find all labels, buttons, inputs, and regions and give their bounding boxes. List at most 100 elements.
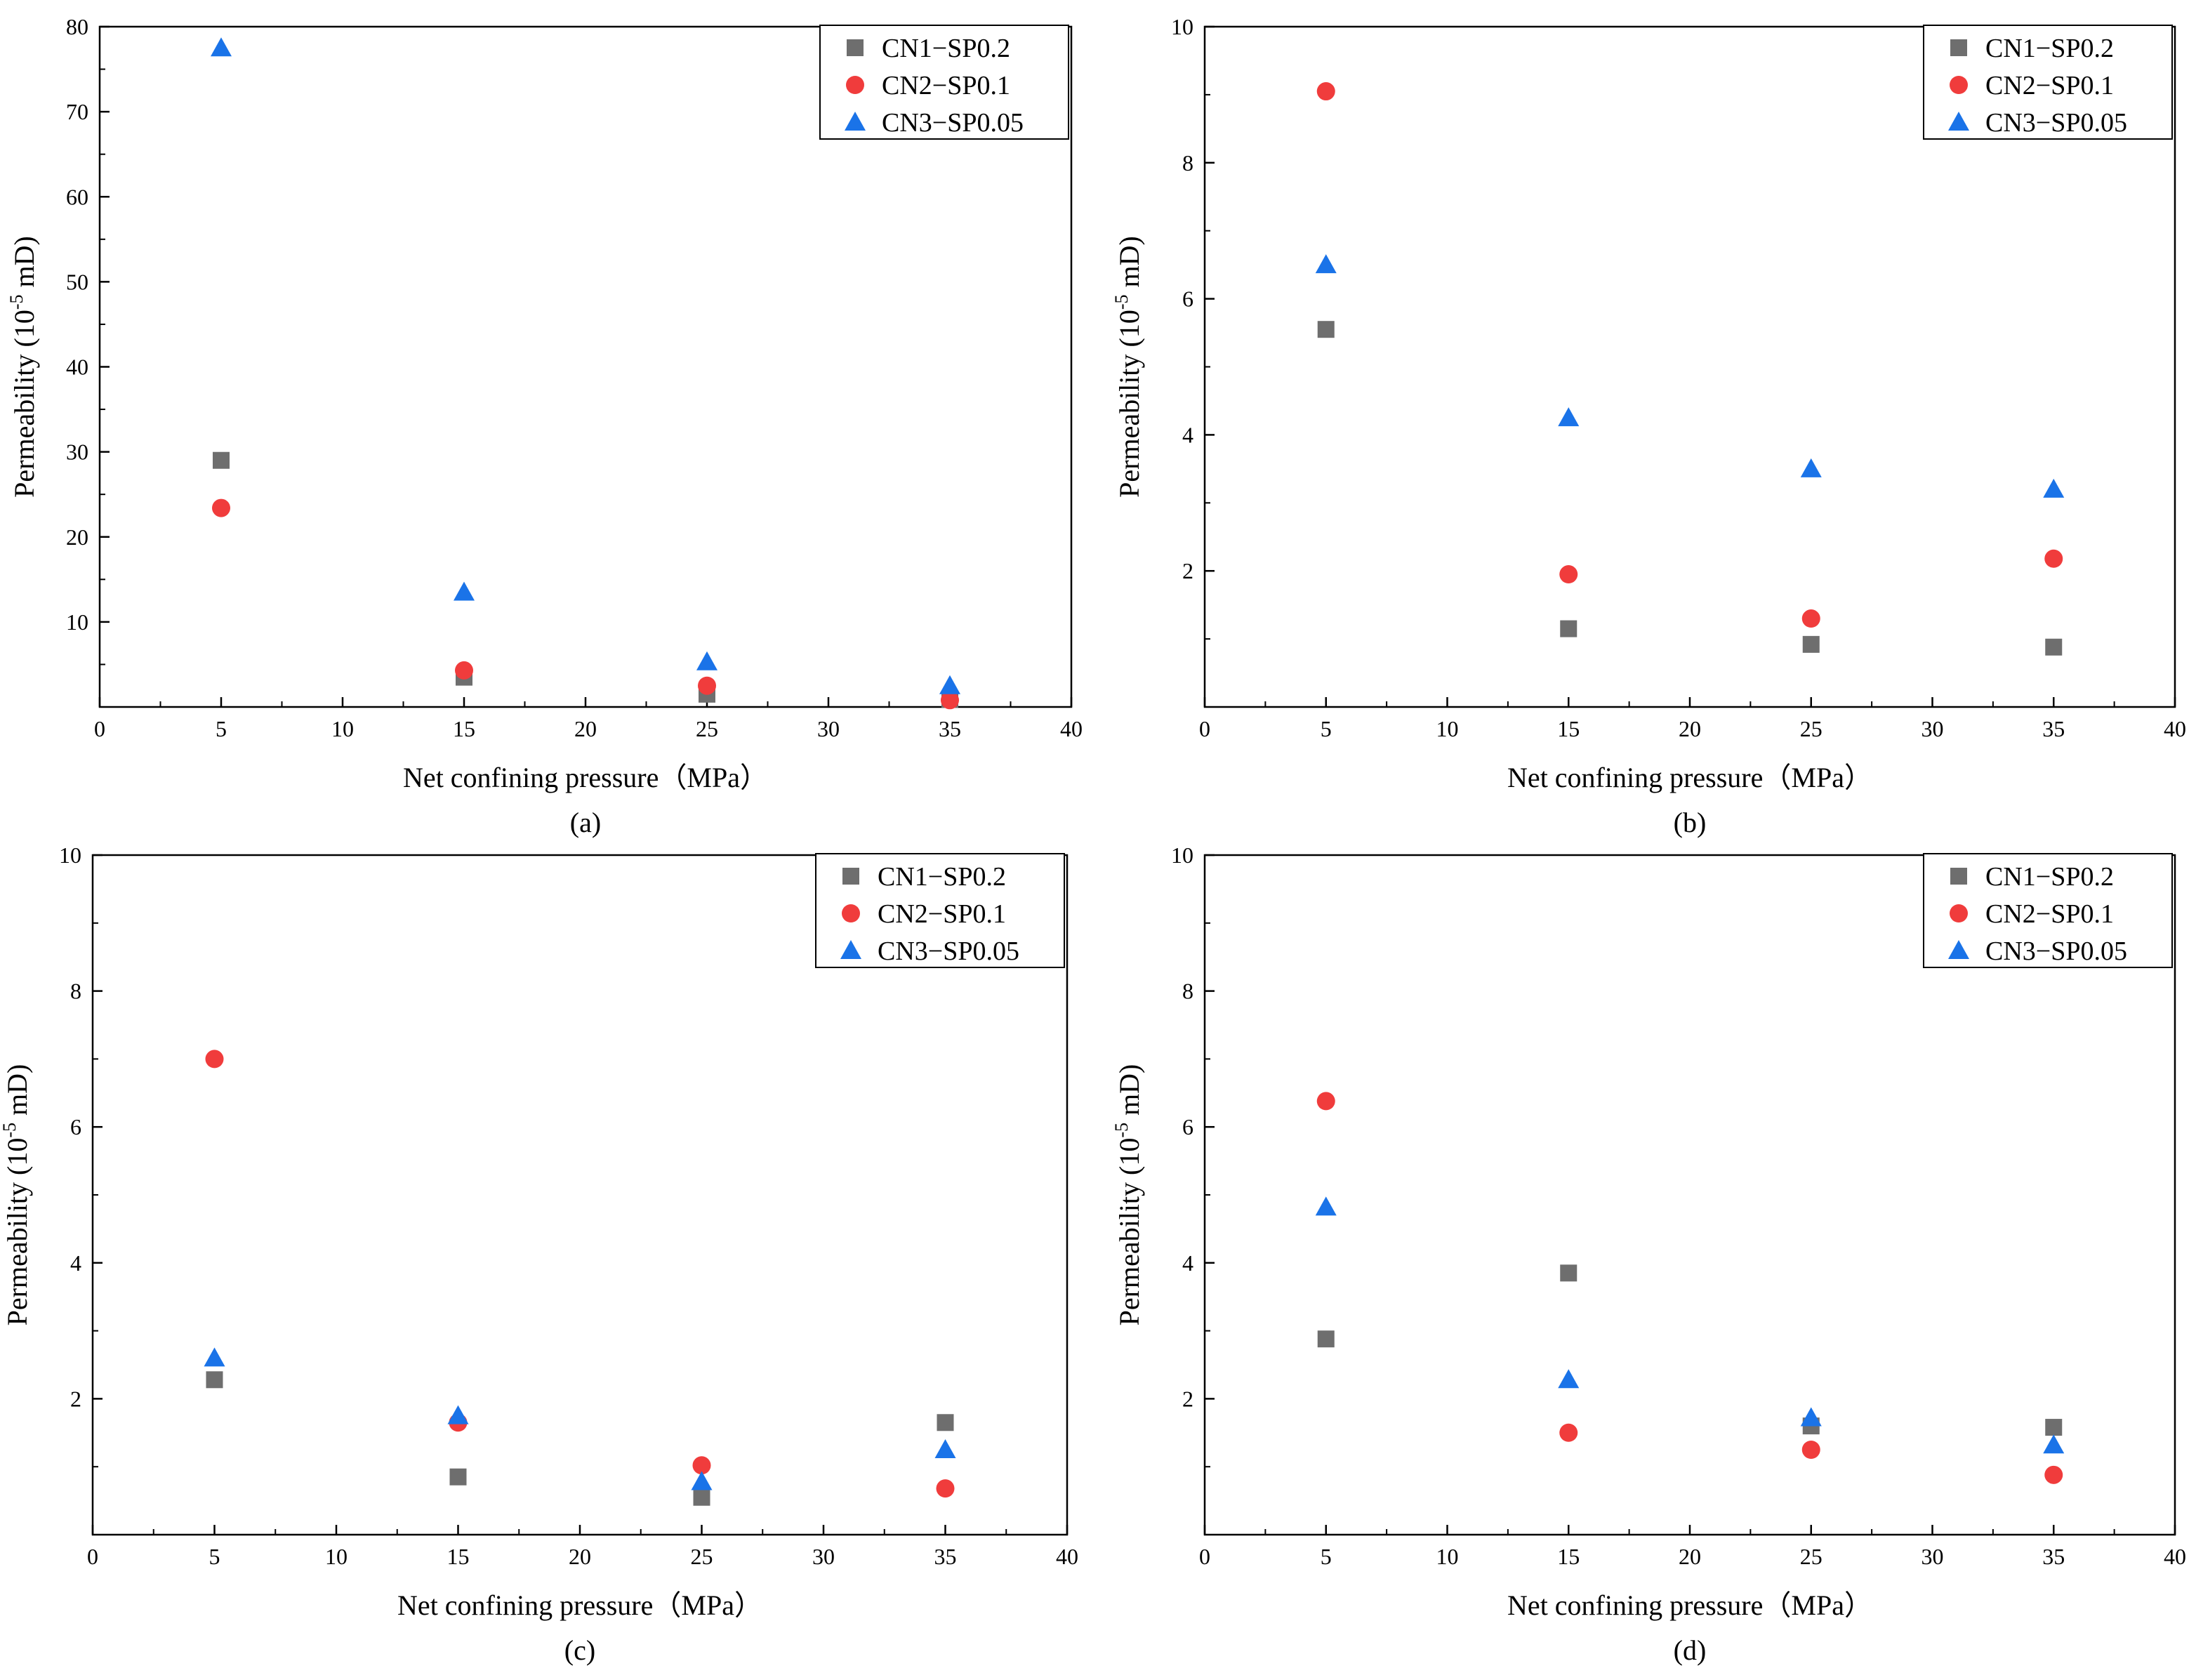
- x-axis-title: Net confining pressure（MPa）: [397, 1589, 762, 1621]
- data-point-circle: [205, 1050, 224, 1069]
- x-tick-label: 25: [691, 1544, 713, 1569]
- data-point-triangle: [454, 581, 475, 601]
- x-tick-label: 0: [1199, 716, 1210, 741]
- data-point-circle: [1559, 1423, 1578, 1442]
- y-axis-title: Permeability (10-5 mD): [1111, 236, 1145, 498]
- y-tick-label: 2: [70, 1386, 81, 1411]
- x-tick-label: 10: [1436, 1544, 1459, 1569]
- x-tick-label: 30: [1922, 1544, 1944, 1569]
- chart-panel-c: 0 5 10 15 20 25 30 35 40 2 4 6 8 10 Net confining pres…: [0, 842, 1078, 1666]
- data-point-triangle: [1800, 458, 1822, 477]
- y-tick-label: 2: [1182, 558, 1193, 583]
- data-point-circle: [1801, 1441, 1820, 1459]
- x-axis-title: Net confining pressure（MPa）: [1507, 762, 1872, 793]
- data-point-circle: [698, 676, 716, 695]
- legend-label: CN3−SP0.05: [1985, 108, 2127, 138]
- x-tick-label: 35: [934, 1544, 957, 1569]
- chart-panel-a: 0 5 10 15 20 25 30 35 40 10 20 30 40 50 60 70 80 Net conf…: [6, 14, 1083, 838]
- data-point-square: [1560, 1264, 1577, 1282]
- data-point-circle: [692, 1456, 711, 1475]
- y-tick-label: 10: [66, 609, 88, 635]
- legend-marker-square: [847, 39, 864, 56]
- x-tick-label: 40: [2164, 1544, 2186, 1569]
- x-tick-label: 0: [87, 1544, 98, 1569]
- y-tick-label: 50: [66, 269, 88, 294]
- y-axis-title: Permeability (10-5 mD): [0, 1064, 33, 1326]
- legend-label: CN2−SP0.1: [882, 71, 1010, 100]
- y-tick-label: 10: [1171, 14, 1193, 39]
- y-tick-label: 8: [70, 979, 81, 1004]
- x-tick-label: 0: [94, 716, 105, 741]
- x-tick-label: 20: [1679, 1544, 1701, 1569]
- legend-marker-circle: [846, 76, 864, 94]
- x-tick-label: 0: [1199, 1544, 1210, 1569]
- data-point-circle: [1316, 82, 1335, 101]
- x-tick-label: 5: [216, 716, 227, 741]
- x-axis-title: Net confining pressure（MPa）: [403, 762, 768, 793]
- x-tick-label: 35: [2042, 716, 2065, 741]
- data-point-circle: [2044, 549, 2063, 568]
- data-point-square: [2045, 638, 2063, 656]
- legend-marker-triangle: [1948, 112, 1969, 131]
- legend: CN1−SP0.2 CN2−SP0.1 CN3−SP0.05: [1923, 25, 2173, 140]
- legend: CN1−SP0.2 CN2−SP0.1 CN3−SP0.05: [1923, 853, 2173, 968]
- panel-caption: (d): [1674, 1634, 1707, 1666]
- data-point-circle: [212, 498, 230, 517]
- panel-caption: (c): [564, 1634, 595, 1666]
- chart-panel-d: 0 5 10 15 20 25 30 35 40 2 4 6 8 10 Net confining pres…: [1111, 842, 2186, 1666]
- x-tick-label: 5: [209, 1544, 220, 1569]
- x-axis-title: Net confining pressure（MPa）: [1507, 1589, 1872, 1621]
- y-tick-label: 2: [1182, 1386, 1193, 1411]
- x-tick-label: 15: [1557, 716, 1580, 741]
- x-tick-label: 10: [1436, 716, 1459, 741]
- data-point-triangle: [939, 675, 960, 694]
- x-tick-label: 35: [939, 716, 961, 741]
- y-tick-label: 40: [66, 355, 88, 380]
- data-point-circle: [1316, 1092, 1335, 1111]
- x-tick-label: 25: [1800, 716, 1823, 741]
- y-tick-label: 6: [1182, 1114, 1193, 1139]
- legend-marker-triangle: [840, 940, 861, 959]
- data-point-circle: [2044, 1465, 2063, 1484]
- data-point-triangle: [691, 1471, 713, 1490]
- data-point-square: [206, 1371, 223, 1389]
- y-tick-label: 4: [70, 1250, 81, 1276]
- data-point-triangle: [696, 651, 717, 670]
- data-point-square: [693, 1488, 710, 1506]
- y-tick-label: 10: [1171, 842, 1193, 868]
- y-tick-label: 70: [66, 99, 88, 124]
- y-tick-label: 8: [1182, 150, 1193, 176]
- x-tick-label: 40: [2164, 716, 2186, 741]
- y-tick-label: 60: [66, 184, 88, 209]
- data-point-triangle: [447, 1405, 469, 1424]
- legend-label: CN1−SP0.2: [878, 862, 1006, 892]
- y-tick-label: 6: [1182, 286, 1193, 312]
- legend-label: CN3−SP0.05: [1985, 937, 2127, 966]
- x-tick-label: 10: [331, 716, 354, 741]
- legend-marker-circle: [1950, 904, 1968, 922]
- legend-marker-square: [1950, 39, 1967, 56]
- x-tick-label: 10: [325, 1544, 348, 1569]
- y-tick-label: 10: [59, 842, 81, 868]
- y-tick-label: 30: [66, 439, 88, 465]
- data-point-square: [1560, 620, 1577, 637]
- x-tick-label: 25: [696, 716, 718, 741]
- data-point-square: [1802, 635, 1820, 653]
- y-tick-label: 6: [70, 1114, 81, 1139]
- x-tick-label: 40: [1056, 1544, 1078, 1569]
- data-point-triangle: [1800, 1407, 1822, 1427]
- y-axis-title: Permeability (10-5 mD): [6, 236, 40, 498]
- data-point-square: [1317, 1330, 1335, 1348]
- data-point-triangle: [1315, 254, 1337, 274]
- x-tick-label: 35: [2042, 1544, 2065, 1569]
- legend-marker-circle: [842, 904, 860, 922]
- x-tick-label: 15: [453, 716, 475, 741]
- legend-label: CN2−SP0.1: [1985, 71, 2114, 100]
- legend-label: CN1−SP0.2: [1985, 34, 2114, 63]
- legend-label: CN1−SP0.2: [1985, 862, 2114, 892]
- data-point-triangle: [1558, 1369, 1580, 1389]
- legend-marker-triangle: [1948, 940, 1969, 959]
- x-tick-label: 15: [447, 1544, 470, 1569]
- x-tick-label: 5: [1321, 716, 1332, 741]
- legend-label: CN3−SP0.05: [878, 937, 1019, 966]
